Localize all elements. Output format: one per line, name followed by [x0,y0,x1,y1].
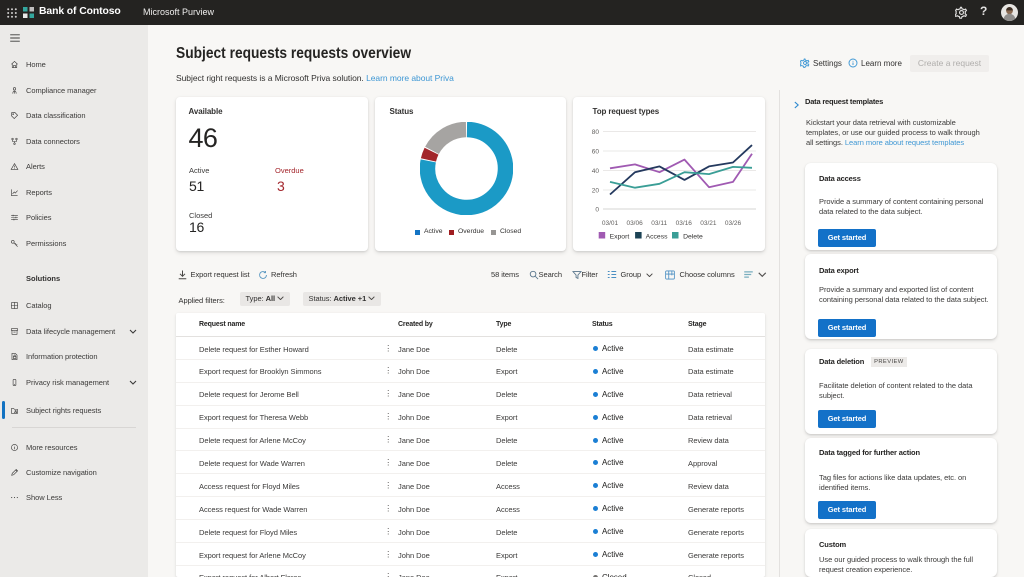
svg-text:Delete: Delete [683,234,703,241]
svg-text:40: 40 [592,168,600,175]
svg-text:03/16: 03/16 [676,220,693,227]
svg-text:80: 80 [592,129,600,136]
svg-text:03/11: 03/11 [651,220,667,227]
svg-text:03/26: 03/26 [725,220,742,227]
svg-text:20: 20 [592,188,600,195]
svg-text:Access: Access [646,234,669,241]
svg-text:03/06: 03/06 [626,220,643,227]
svg-text:03/21: 03/21 [700,220,717,227]
svg-text:Export: Export [610,234,630,241]
svg-text:0: 0 [595,207,599,214]
svg-text:03/01: 03/01 [602,220,619,227]
svg-text:60: 60 [592,149,600,156]
